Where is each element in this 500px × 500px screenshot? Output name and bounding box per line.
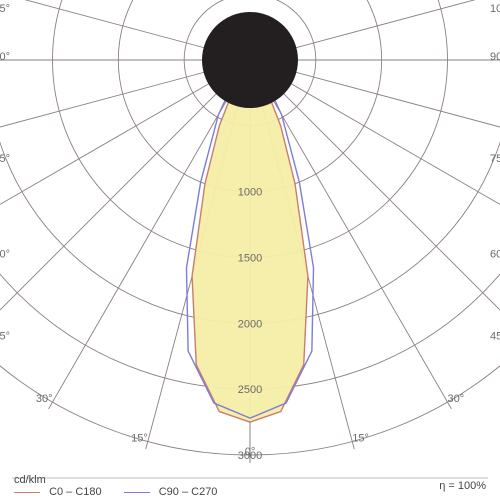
svg-text:75°: 75° xyxy=(490,153,500,165)
svg-text:45°: 45° xyxy=(0,330,10,342)
legend-swatch xyxy=(124,492,150,493)
unit-label: cd/klm xyxy=(14,474,46,486)
svg-text:1000: 1000 xyxy=(238,187,262,199)
legend-label: C0 – C180 xyxy=(49,486,102,498)
legend: cd/klm η = 100% C0 – C180 C90 – C270 xyxy=(0,474,500,500)
svg-text:1500: 1500 xyxy=(238,253,262,265)
svg-text:60°: 60° xyxy=(0,249,10,261)
legend-item: C0 – C180 xyxy=(14,486,102,498)
photometric-polar-chart: 100015002000250030000°15°15°30°30°45°45°… xyxy=(0,0,500,500)
svg-text:15°: 15° xyxy=(131,433,148,445)
svg-text:2500: 2500 xyxy=(238,384,262,396)
svg-text:30°: 30° xyxy=(448,393,465,405)
svg-text:75°: 75° xyxy=(0,153,10,165)
svg-text:15°: 15° xyxy=(352,433,369,445)
svg-text:90°: 90° xyxy=(490,51,500,63)
legend-item: C90 – C270 xyxy=(124,486,218,498)
svg-text:60°: 60° xyxy=(490,249,500,261)
svg-text:105°: 105° xyxy=(490,3,500,15)
efficiency-label: η = 100% xyxy=(439,480,486,492)
svg-text:105°: 105° xyxy=(0,3,10,15)
svg-text:2000: 2000 xyxy=(238,318,262,330)
legend-label: C90 – C270 xyxy=(159,486,218,498)
svg-text:90°: 90° xyxy=(0,51,10,63)
svg-text:30°: 30° xyxy=(36,393,53,405)
svg-text:45°: 45° xyxy=(490,330,500,342)
svg-text:0°: 0° xyxy=(245,446,256,458)
legend-swatch xyxy=(14,492,40,493)
legend-row: C0 – C180 C90 – C270 xyxy=(14,486,217,498)
